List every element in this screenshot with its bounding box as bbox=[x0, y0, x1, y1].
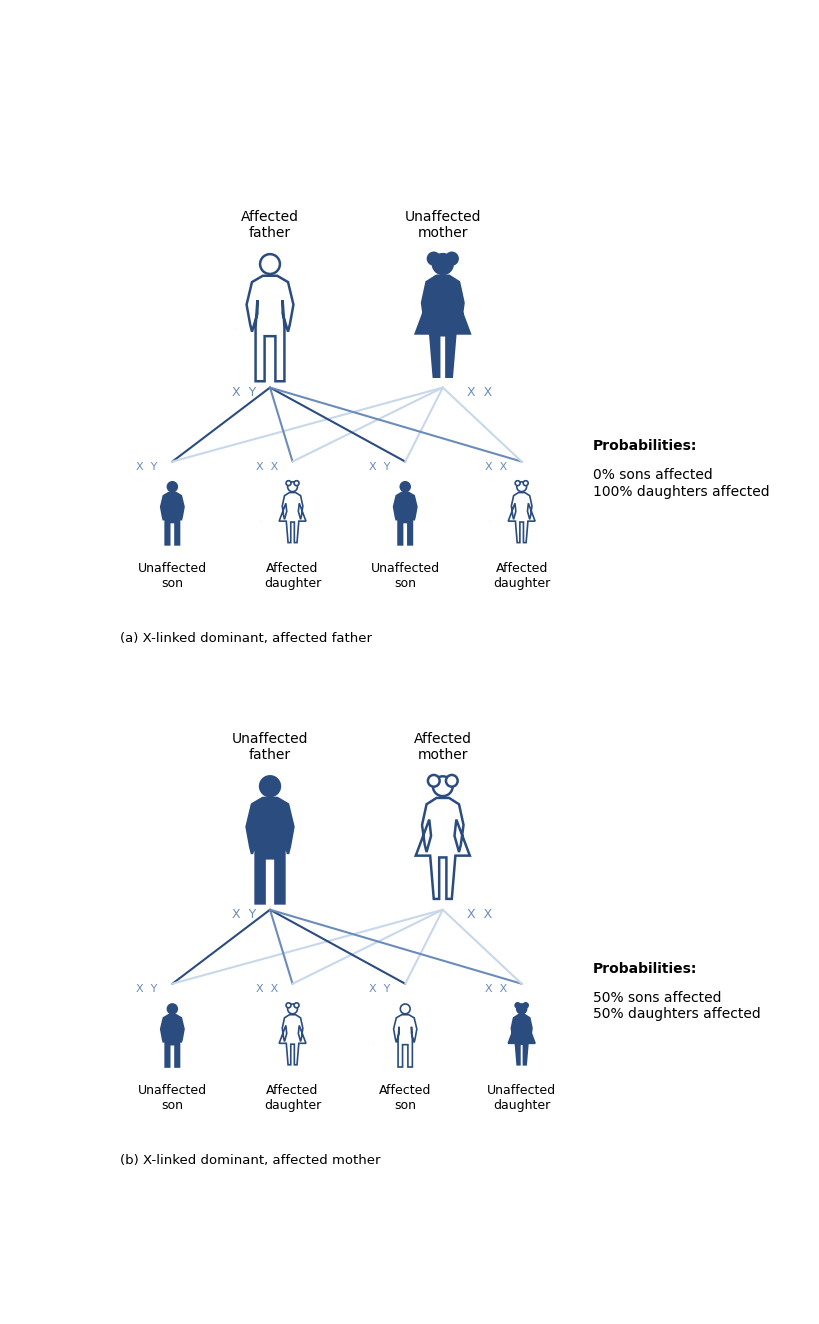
Text: Probabilities:: Probabilities: bbox=[592, 440, 696, 453]
PathPatch shape bbox=[161, 493, 183, 545]
Text: Unaffected
son: Unaffected son bbox=[370, 561, 439, 589]
Circle shape bbox=[432, 776, 452, 796]
PathPatch shape bbox=[508, 493, 535, 543]
Circle shape bbox=[523, 1002, 527, 1008]
Text: Affected
son: Affected son bbox=[378, 1084, 431, 1112]
Text: (b) X-linked dominant, affected mother: (b) X-linked dominant, affected mother bbox=[120, 1155, 380, 1166]
Text: X  X: X X bbox=[467, 385, 492, 399]
Text: X  X: X X bbox=[467, 908, 492, 922]
Circle shape bbox=[167, 482, 177, 491]
PathPatch shape bbox=[415, 275, 469, 377]
Text: X  X: X X bbox=[256, 462, 278, 473]
Text: X  X: X X bbox=[256, 984, 278, 994]
PathPatch shape bbox=[393, 1014, 416, 1067]
Circle shape bbox=[428, 253, 439, 265]
Circle shape bbox=[523, 481, 527, 486]
Text: X  X: X X bbox=[484, 984, 506, 994]
Text: Unaffected
son: Unaffected son bbox=[138, 1084, 206, 1112]
Text: X  X: X X bbox=[484, 462, 506, 473]
PathPatch shape bbox=[393, 493, 416, 545]
Circle shape bbox=[286, 481, 291, 486]
Circle shape bbox=[286, 1002, 291, 1008]
Circle shape bbox=[446, 253, 457, 265]
Text: 50% sons affected
50% daughters affected: 50% sons affected 50% daughters affected bbox=[592, 990, 760, 1021]
Circle shape bbox=[516, 1004, 526, 1014]
Circle shape bbox=[432, 254, 452, 274]
Circle shape bbox=[514, 1002, 519, 1008]
Circle shape bbox=[516, 482, 526, 491]
Text: Affected
daughter: Affected daughter bbox=[492, 561, 550, 589]
Circle shape bbox=[294, 481, 299, 486]
Text: (a) X-linked dominant, affected father: (a) X-linked dominant, affected father bbox=[120, 632, 371, 645]
Circle shape bbox=[400, 1004, 410, 1014]
PathPatch shape bbox=[508, 1014, 535, 1064]
Circle shape bbox=[400, 482, 410, 491]
Circle shape bbox=[294, 1002, 299, 1008]
PathPatch shape bbox=[247, 275, 293, 381]
Circle shape bbox=[260, 254, 279, 274]
Circle shape bbox=[167, 1004, 177, 1014]
Circle shape bbox=[260, 776, 279, 796]
Text: Unaffected
father: Unaffected father bbox=[232, 732, 308, 761]
Circle shape bbox=[287, 1004, 297, 1014]
PathPatch shape bbox=[161, 1014, 183, 1067]
Text: Affected
daughter: Affected daughter bbox=[264, 1084, 321, 1112]
Circle shape bbox=[287, 482, 297, 491]
Text: X  Y: X Y bbox=[232, 385, 256, 399]
PathPatch shape bbox=[247, 798, 293, 903]
Text: Affected
daughter: Affected daughter bbox=[264, 561, 321, 589]
Text: Affected
father: Affected father bbox=[241, 209, 299, 240]
Text: X  Y: X Y bbox=[232, 908, 256, 922]
Circle shape bbox=[514, 481, 519, 486]
Text: Probabilities:: Probabilities: bbox=[592, 961, 696, 976]
Text: X  Y: X Y bbox=[369, 462, 390, 473]
PathPatch shape bbox=[278, 493, 305, 543]
Text: X  Y: X Y bbox=[369, 984, 390, 994]
Text: X  Y: X Y bbox=[136, 462, 157, 473]
Text: Unaffected
son: Unaffected son bbox=[138, 561, 206, 589]
Circle shape bbox=[446, 775, 457, 786]
PathPatch shape bbox=[278, 1014, 305, 1064]
Text: Unaffected
mother: Unaffected mother bbox=[404, 209, 481, 240]
Text: Affected
mother: Affected mother bbox=[414, 732, 471, 761]
Text: Unaffected
daughter: Unaffected daughter bbox=[486, 1084, 555, 1112]
Circle shape bbox=[428, 775, 439, 786]
Text: 0% sons affected
100% daughters affected: 0% sons affected 100% daughters affected bbox=[592, 469, 769, 499]
PathPatch shape bbox=[415, 798, 469, 899]
Text: X  Y: X Y bbox=[136, 984, 157, 994]
